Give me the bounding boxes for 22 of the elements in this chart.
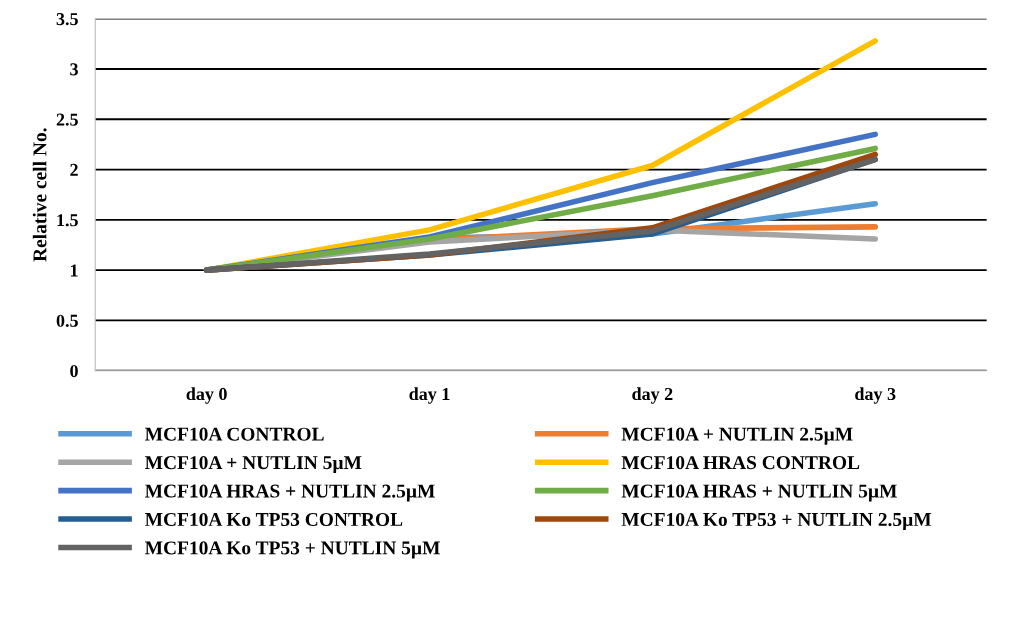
x-tick-label: day 0: [186, 387, 227, 404]
legend-label: MCF10A CONTROL: [145, 427, 324, 441]
legend-label: MCF10A HRAS CONTROL: [621, 456, 860, 470]
legend-label: MCF10A + NUTLIN 5µM: [145, 456, 362, 474]
y-axis-title: Relative cell No.: [32, 128, 47, 262]
y-tick-label: 2: [70, 163, 78, 176]
y-tick-label: 3: [70, 63, 78, 76]
y-tick-label: 0.5: [56, 314, 78, 327]
y-tick-label: 3.5: [56, 13, 78, 26]
y-tick-label: 1: [70, 264, 78, 277]
x-tick-label: day 2: [632, 387, 673, 404]
legend-label: MCF10A HRAS + NUTLIN 5µM: [621, 484, 897, 502]
x-tick-label: day 1: [409, 387, 450, 404]
y-tick-label: 0: [70, 364, 78, 378]
legend-label: MCF10A Ko TP53 + NUTLIN 2.5µM: [621, 512, 932, 530]
legend-label: MCF10A + NUTLIN 2.5µM: [621, 427, 853, 445]
y-tick-label: 1.5: [57, 214, 78, 227]
legend-label: MCF10A Ko TP53 CONTROL: [145, 512, 403, 527]
legend-label: MCF10A HRAS + NUTLIN 2.5µM: [145, 484, 435, 502]
x-tick-label: day 3: [855, 387, 896, 404]
legend-label: MCF10A Ko TP53 + NUTLIN 5µM: [145, 541, 440, 559]
y-tick-label: 2.5: [56, 113, 78, 126]
